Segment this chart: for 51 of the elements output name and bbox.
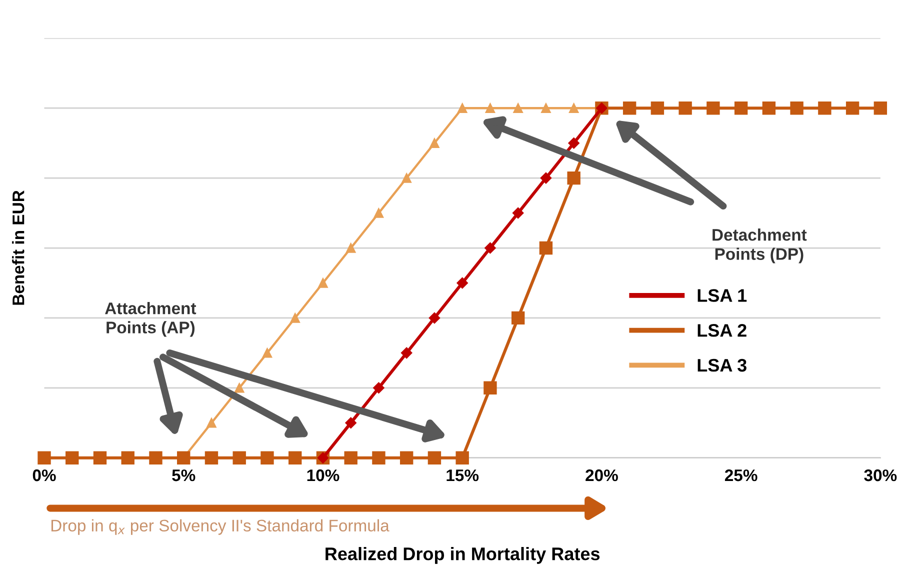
- point: [485, 103, 496, 113]
- point: [400, 451, 414, 464]
- x-tick-label: 5%: [172, 469, 196, 482]
- point: [232, 451, 246, 464]
- point: [513, 103, 523, 113]
- point: [234, 383, 244, 393]
- point: [288, 451, 302, 464]
- point: [206, 418, 216, 428]
- point: [318, 278, 328, 288]
- point: [456, 277, 468, 289]
- legend-label: LSA 2: [698, 324, 746, 337]
- point: [511, 311, 525, 325]
- point: [204, 451, 218, 464]
- text: Drop in q$_{x}$ per Solvency II's Standard Formula: [51, 519, 390, 535]
- point: [457, 103, 468, 113]
- point: [484, 381, 497, 395]
- point: [372, 451, 386, 464]
- y-axis-title: Benefit in EUR: [12, 190, 24, 305]
- annotation: Attachment Points (AP): [105, 302, 196, 337]
- x-axis-title: Realized Drop in Mortality Rates: [326, 547, 600, 564]
- point: [428, 312, 440, 324]
- point: [346, 243, 356, 253]
- point: [567, 171, 580, 185]
- point: [428, 451, 442, 464]
- point: [484, 242, 496, 254]
- point: [373, 382, 384, 394]
- point: [290, 313, 300, 323]
- x-tick-label: 20%: [586, 469, 618, 482]
- point: [540, 172, 552, 184]
- point: [345, 417, 356, 428]
- point: [568, 137, 580, 149]
- point: [262, 348, 272, 358]
- legend-label: LSA 1: [698, 289, 747, 302]
- x-tick-label: 30%: [864, 469, 897, 482]
- point: [512, 207, 524, 219]
- point: [541, 103, 551, 113]
- legend-label: LSA 3: [698, 358, 746, 372]
- x-tick-label: 0%: [32, 469, 56, 482]
- annotation: Detachment Points (DP): [712, 228, 807, 264]
- point: [430, 138, 440, 148]
- point: [400, 347, 412, 359]
- point: [344, 451, 358, 464]
- x-tick-label: 15%: [446, 469, 479, 482]
- x-tick-label: 10%: [307, 469, 340, 482]
- point: [568, 103, 579, 113]
- point: [260, 451, 274, 464]
- point: [374, 208, 384, 218]
- point: [539, 241, 553, 255]
- point: [402, 173, 412, 183]
- x-tick-label: 25%: [724, 469, 758, 482]
- point: [456, 451, 469, 464]
